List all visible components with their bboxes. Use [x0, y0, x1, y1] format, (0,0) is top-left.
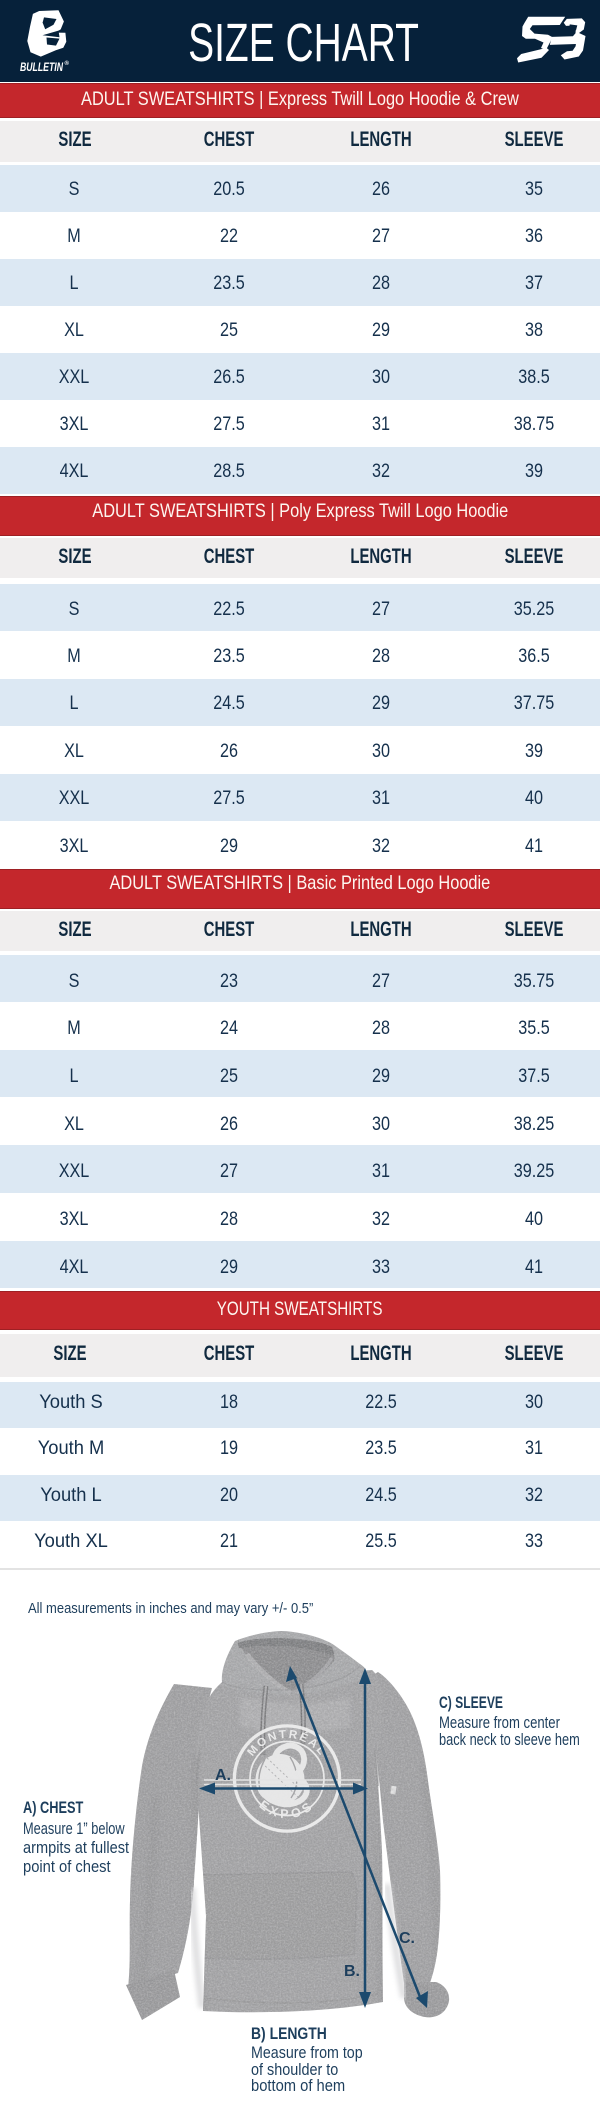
svg-text:C.: C.	[399, 1930, 415, 1947]
svg-text:BULLETIN: BULLETIN	[20, 60, 63, 74]
svg-text:B.: B.	[344, 1963, 360, 1980]
svg-text:®: ®	[65, 60, 70, 67]
svg-text:A.: A.	[215, 1767, 231, 1784]
